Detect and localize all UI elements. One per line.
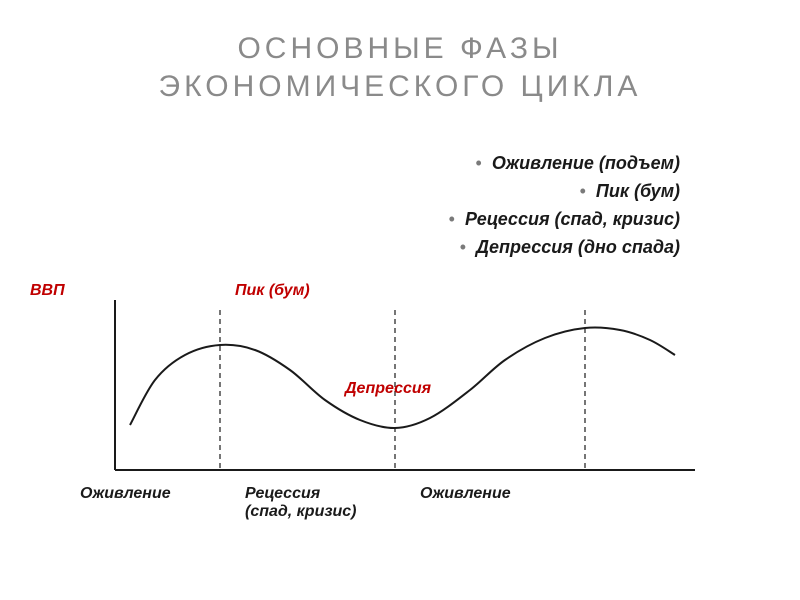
label-recession: Рецессия (спад, кризис) (245, 485, 357, 521)
title-line-1: ОСНОВНЫЕ ФАЗЫ (237, 32, 562, 65)
page-title: ОСНОВНЫЕ ФАЗЫ ЭКОНОМИЧЕСКОГО ЦИКЛА (0, 0, 800, 105)
title-line-2: ЭКОНОМИЧЕСКОГО ЦИКЛА (159, 70, 642, 103)
bullet-peak: Пик (бум) (449, 178, 680, 206)
bullet-depression: Депрессия (дно спада) (449, 234, 680, 262)
cycle-chart-svg (85, 300, 705, 520)
label-revival-left: Оживление (80, 485, 171, 503)
label-peak: Пик (бум) (235, 282, 310, 300)
label-revival-right: Оживление (420, 485, 511, 503)
y-axis-label: ВВП (30, 282, 65, 300)
bullet-recession: Рецессия (спад, кризис) (449, 206, 680, 234)
phase-bullet-list: Оживление (подъем) Пик (бум) Рецессия (с… (449, 150, 680, 262)
bullet-revival: Оживление (подъем) (449, 150, 680, 178)
cycle-chart: ВВП Пик (бум) Депрессия Оживление Рецесс… (85, 300, 705, 520)
label-depression: Депрессия (345, 380, 431, 398)
